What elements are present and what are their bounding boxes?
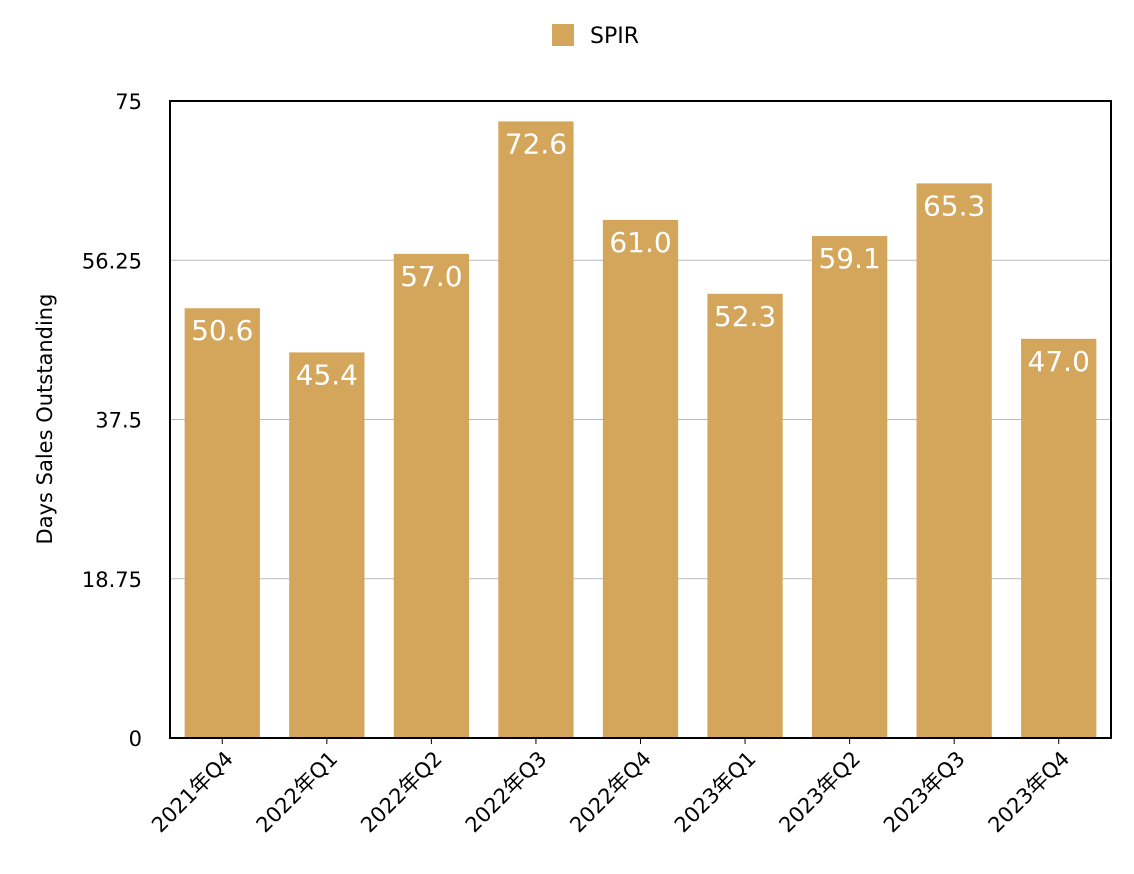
x-tick-label: 2021年Q4 [147,747,238,838]
y-tick-label: 56.25 [82,249,142,273]
x-tick-label: 2022年Q3 [461,747,552,838]
bar-value-labels: 50.6 45.4 57.0 72.6 61.0 52.3 59.1 65.3 47.0 [191,127,1090,391]
bar [811,236,888,738]
legend: SPIR [552,24,639,49]
x-tick-label: 2023年Q1 [670,747,761,838]
bars [184,121,1097,739]
bar [602,219,679,738]
y-axis-ticks: 0 18.75 37.5 56.25 75 [82,90,142,751]
y-tick-label: 75 [115,90,142,114]
bar [498,121,574,738]
y-axis-label: Days Sales Outstanding [33,294,57,545]
y-tick-label: 37.5 [95,409,142,433]
bar-value-label: 72.6 [505,127,567,160]
x-tick-label: 2022年Q4 [565,747,656,838]
bar [393,253,470,738]
bar-value-label: 59.1 [818,242,880,275]
bar-value-label: 47.0 [1028,345,1090,378]
legend-label: SPIR [590,24,639,49]
bar [707,293,783,738]
bar-value-label: 52.3 [714,300,776,333]
x-tick-label: 2023年Q4 [984,747,1075,838]
legend-swatch [552,24,574,46]
bar-value-label: 45.4 [296,358,358,391]
x-tick-label: 2023年Q2 [774,747,865,838]
y-tick-label: 0 [129,727,142,751]
x-tick-label: 2023年Q3 [879,747,970,838]
x-tick-label: 2022年Q2 [356,747,447,838]
bar-value-label: 50.6 [191,314,253,347]
y-tick-label: 18.75 [82,568,142,592]
bar-value-label: 61.0 [609,226,671,259]
x-axis-ticks: 2021年Q4 2022年Q1 2022年Q2 2022年Q3 2022年Q4 2023年… [147,738,1074,837]
bar-value-label: 57.0 [400,260,462,293]
x-tick-label: 2022年Q1 [252,747,343,838]
bar [1021,338,1097,738]
bar [184,308,260,738]
bar [916,183,992,739]
bar-value-label: 65.3 [923,189,985,222]
bar [289,352,365,738]
